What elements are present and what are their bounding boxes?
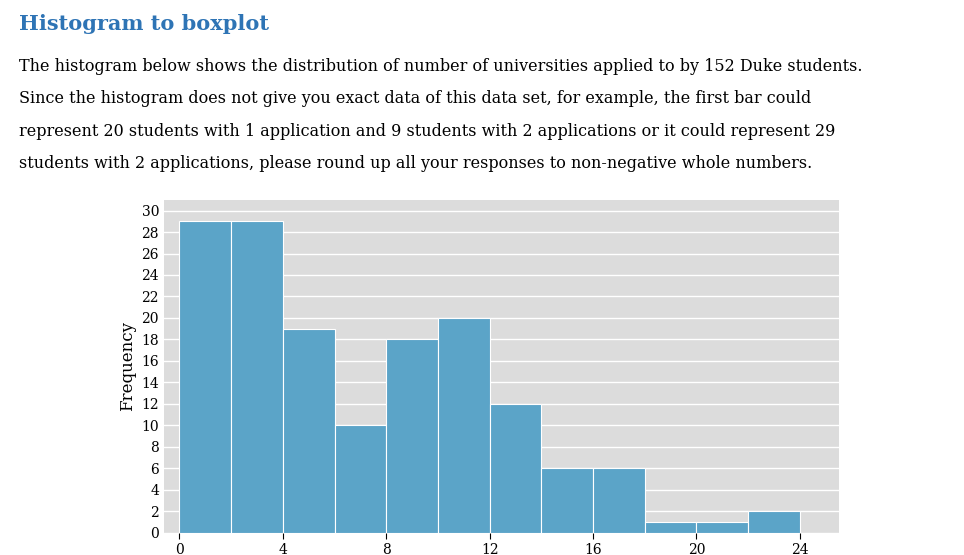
Y-axis label: Frequency: Frequency <box>119 321 136 411</box>
Text: Since the histogram does not give you exact data of this data set, for example, : Since the histogram does not give you ex… <box>19 90 812 108</box>
Bar <box>335 425 387 533</box>
Bar <box>748 511 800 533</box>
Bar <box>490 404 542 533</box>
Text: Histogram to boxplot: Histogram to boxplot <box>19 14 269 34</box>
Text: represent 20 students with 1 application and 9 students with 2 applications or i: represent 20 students with 1 application… <box>19 123 836 140</box>
Bar <box>282 329 335 533</box>
Bar <box>696 522 748 533</box>
Bar <box>542 468 593 533</box>
Text: The histogram below shows the distribution of number of universities applied to : The histogram below shows the distributi… <box>19 58 863 75</box>
Text: students with 2 applications, please round up all your responses to non-negative: students with 2 applications, please rou… <box>19 155 813 172</box>
Bar <box>179 221 231 533</box>
Bar <box>593 468 645 533</box>
Bar <box>387 340 438 533</box>
Bar <box>645 522 696 533</box>
Bar <box>231 221 282 533</box>
Bar <box>438 318 490 533</box>
